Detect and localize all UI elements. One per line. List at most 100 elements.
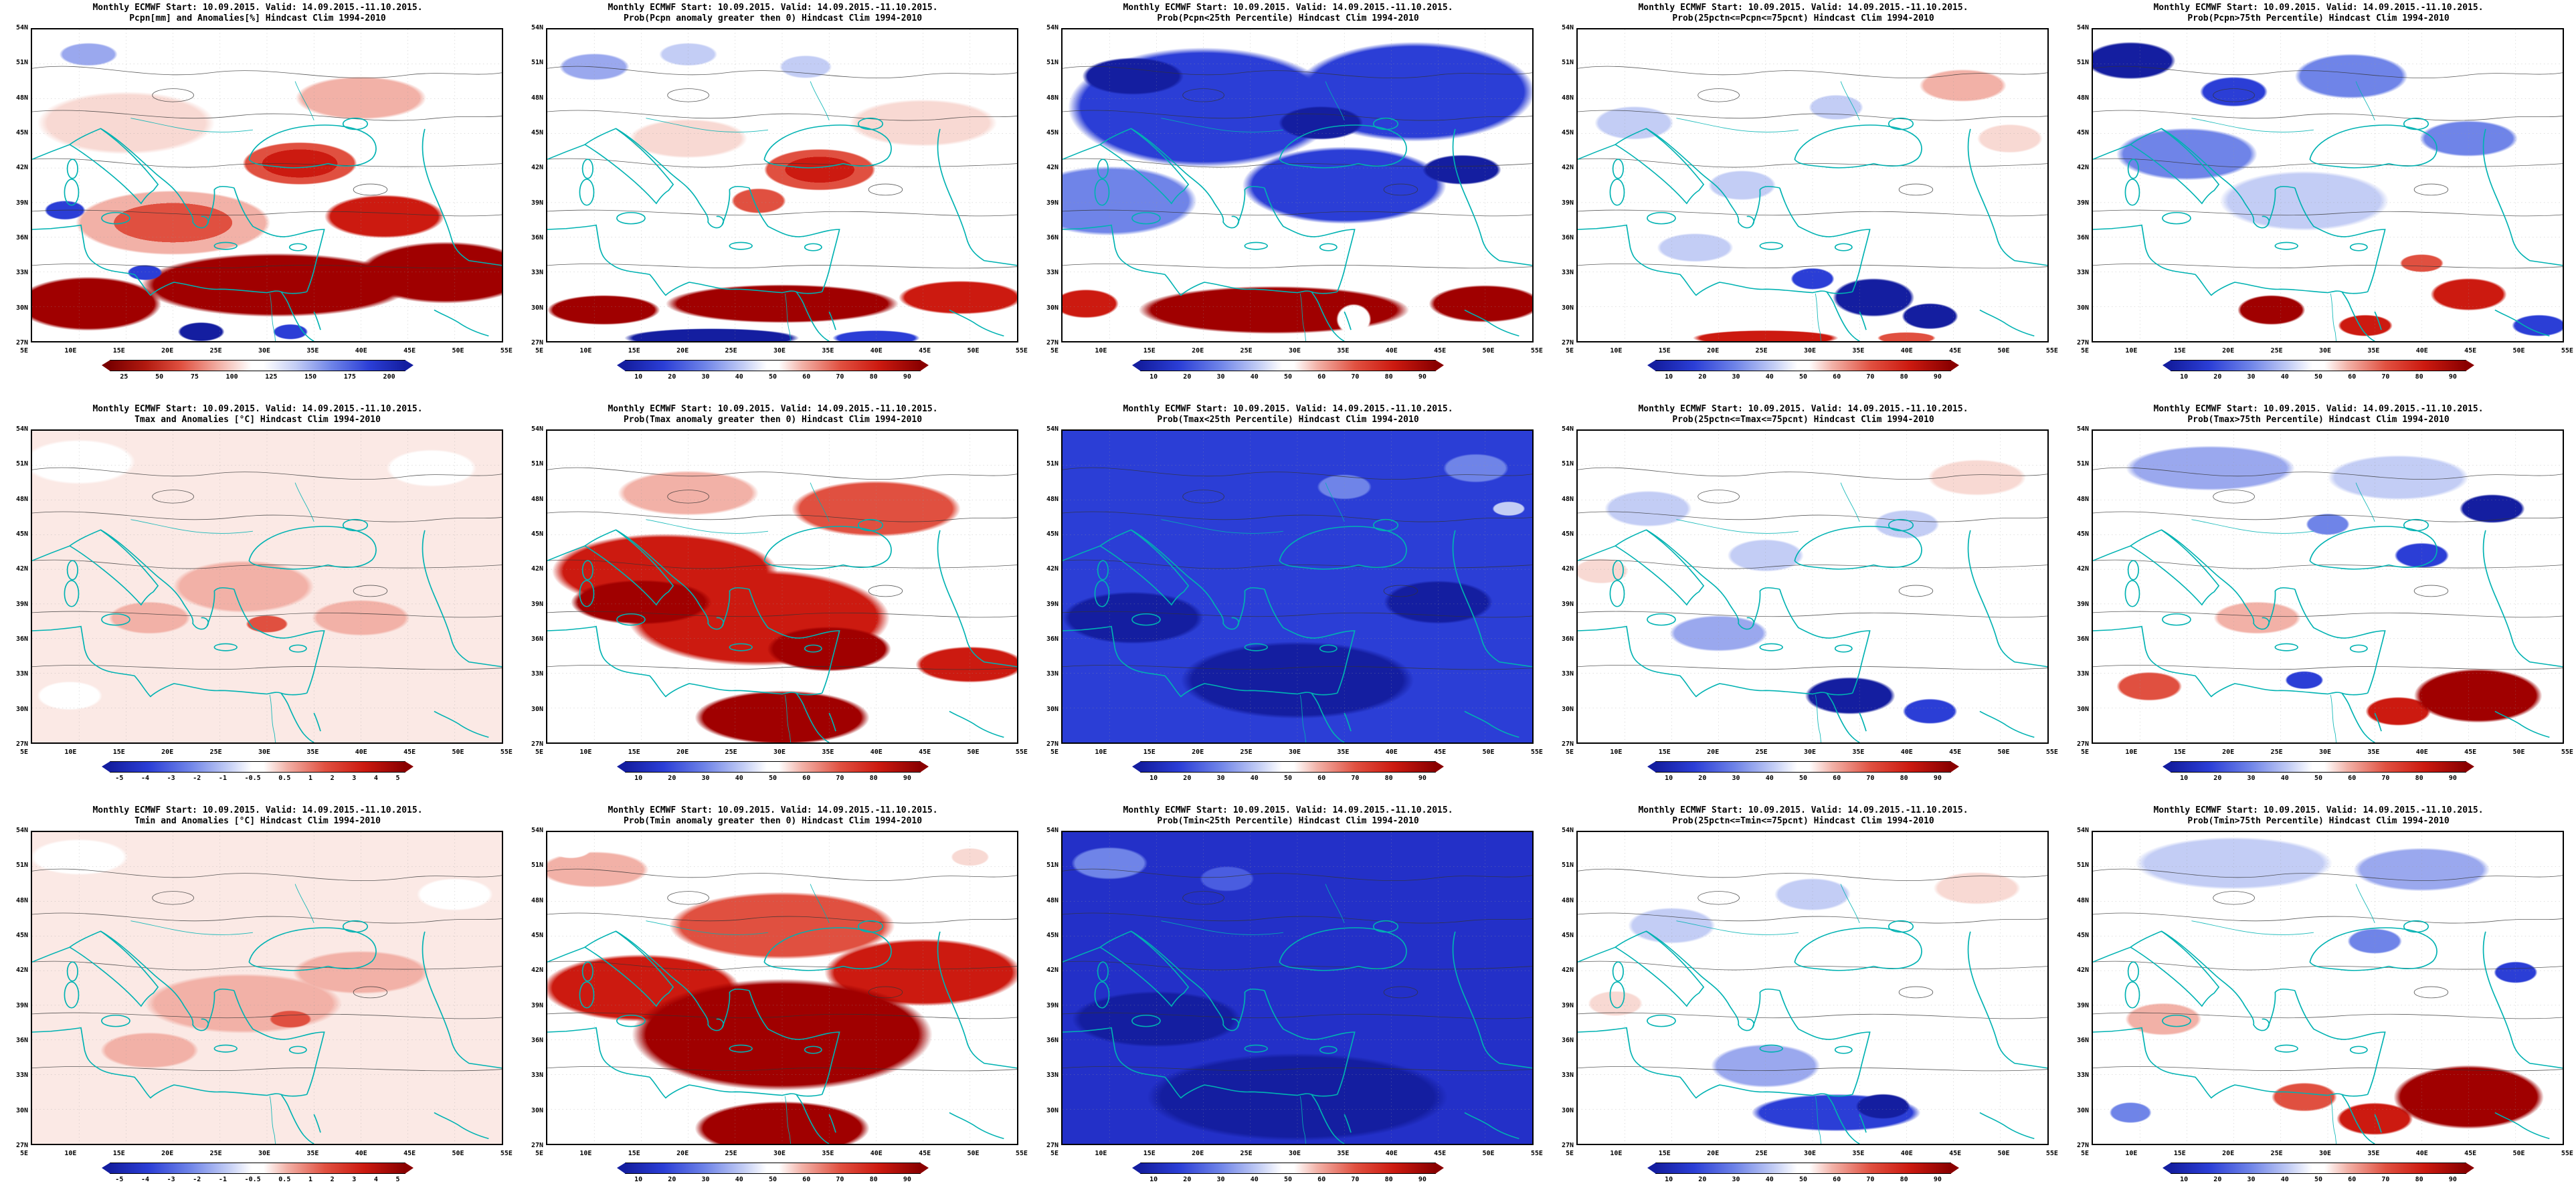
lon-label: 50E	[1997, 748, 2010, 756]
colorbar-gradient	[1132, 1163, 1444, 1174]
lon-label: 50E	[452, 1150, 464, 1157]
lon-label: 55E	[1530, 347, 1543, 355]
lon-label: 25E	[209, 347, 222, 355]
colorbar-gradient	[2163, 761, 2474, 773]
map-area[interactable]	[2092, 429, 2564, 744]
lat-label: 30N	[1561, 1106, 1574, 1114]
coastlines-overlay	[547, 832, 1017, 1144]
lon-label: 30E	[2318, 1150, 2331, 1157]
map-area[interactable]	[1576, 28, 2049, 342]
map-area[interactable]	[546, 28, 1018, 342]
lat-label: 39N	[1561, 1001, 1574, 1009]
graticule	[32, 832, 502, 1144]
map-area[interactable]	[2092, 831, 2564, 1145]
colorbar-tick: 30	[2247, 373, 2256, 381]
lat-label: 36N	[2076, 233, 2089, 241]
lat-label: 27N	[1046, 740, 1059, 748]
lat-label: 42N	[15, 565, 28, 573]
colorbar-tick: 50	[2314, 775, 2322, 782]
river-paths	[646, 884, 830, 1144]
lat-label: 33N	[15, 269, 28, 277]
map-area[interactable]	[1061, 831, 1534, 1145]
panel-title-line1: Monthly ECMWF Start: 10.09.2015. Valid: …	[608, 3, 938, 13]
lon-label: 10E	[64, 347, 77, 355]
lon-label: 40E	[1900, 748, 1913, 756]
latitude-axis: 54N 51N 48N 45N 42N 39N 36N 33N 30N 27N	[1, 827, 31, 1149]
colorbar-tick: 30	[2247, 775, 2256, 782]
map-area[interactable]	[1576, 831, 2049, 1145]
colorbar-ticks: 10 20 30 40 50 60 70 80 90	[1137, 1176, 1439, 1183]
lon-label: 50E	[452, 748, 464, 756]
coastline-paths	[1063, 920, 1532, 1144]
colorbar-gradient	[1647, 360, 1959, 371]
lon-label: 50E	[1997, 1150, 2010, 1157]
colorbar-gradient	[2163, 360, 2474, 371]
lon-label: 55E	[2561, 1150, 2573, 1157]
map-area[interactable]	[31, 429, 503, 744]
lat-label: 33N	[531, 1072, 543, 1080]
forecast-panel-6: Monthly ECMWF Start: 10.09.2015. Valid: …	[515, 401, 1030, 803]
contour-lines	[32, 868, 502, 1072]
map-area[interactable]	[31, 28, 503, 342]
colorbar-tick: 90	[1418, 373, 1427, 381]
contour-lines	[2093, 66, 2563, 269]
colorbar-tick: 40	[735, 1176, 743, 1183]
panel-title-line2: Tmin and Anomalies [°C] Hindcast Clim 19…	[134, 816, 381, 826]
lat-label: 33N	[1046, 670, 1059, 678]
coastline-paths	[1578, 920, 2047, 1144]
map-area[interactable]	[546, 831, 1018, 1145]
panel-title-line1: Monthly ECMWF Start: 10.09.2015. Valid: …	[92, 404, 423, 414]
lat-label: 45N	[1046, 931, 1059, 939]
colorbar-tick: 50	[1283, 775, 1292, 782]
map-area[interactable]	[1061, 429, 1534, 744]
longitude-axis: 5E 10E 15E 20E 25E 30E 35E 40E 45E 50E 55E	[535, 1150, 1028, 1159]
lon-label: 20E	[2222, 347, 2235, 355]
colorbar-tick: 30	[1732, 1176, 1740, 1183]
map-area[interactable]	[1576, 429, 2049, 744]
map-area[interactable]	[1061, 28, 1534, 342]
panel-title-line2: Prob(25pctn<=Tmin<=75pcnt) Hindcast Clim…	[1672, 816, 1934, 826]
lat-label: 45N	[531, 931, 543, 939]
lat-label: 54N	[1561, 827, 1574, 834]
map-area[interactable]	[2092, 28, 2564, 342]
lat-label: 33N	[15, 1072, 28, 1080]
lat-label: 54N	[1046, 24, 1059, 31]
lon-label: 20E	[1707, 748, 1720, 756]
lon-label: 40E	[2415, 347, 2428, 355]
colorbar: -5 -4 -3 -2 -1 -0.5 0.5 1 2 3 4 5	[0, 761, 515, 793]
colorbar-tick: 80	[2415, 775, 2423, 782]
lat-label: 39N	[15, 199, 28, 207]
lon-label: 40E	[2415, 1150, 2428, 1157]
lat-label: 36N	[15, 1036, 28, 1044]
lon-label: 50E	[1997, 347, 2010, 355]
longitude-axis: 5E 10E 15E 20E 25E 30E 35E 40E 45E 50E 55E	[1566, 347, 2058, 356]
lon-label: 25E	[2270, 748, 2283, 756]
graticule	[1063, 832, 1532, 1144]
lon-label: 10E	[579, 1150, 592, 1157]
map-area[interactable]	[546, 429, 1018, 744]
colorbar-tick: 90	[2448, 1176, 2457, 1183]
lon-label: 40E	[1385, 748, 1398, 756]
lon-label: 45E	[403, 347, 416, 355]
colorbar-gradient	[1647, 761, 1959, 773]
lat-label: 33N	[2076, 670, 2089, 678]
lat-label: 33N	[1561, 269, 1574, 277]
colorbar-tick: 60	[802, 373, 811, 381]
coastlines-overlay	[1578, 29, 2047, 341]
lat-label: 30N	[1561, 705, 1574, 713]
coastlines-overlay	[32, 431, 502, 742]
colorbar: 10 20 30 40 50 60 70 80 90	[515, 1163, 1030, 1195]
lon-label: 20E	[2222, 1150, 2235, 1157]
longitude-axis: 5E 10E 15E 20E 25E 30E 35E 40E 45E 50E 55E	[535, 347, 1028, 356]
lat-label: 36N	[531, 1036, 543, 1044]
lat-label: 48N	[1046, 495, 1059, 503]
lat-label: 51N	[1561, 460, 1574, 468]
colorbar-tick: 40	[1250, 373, 1259, 381]
lon-label: 35E	[822, 347, 834, 355]
latitude-axis: 54N 51N 48N 45N 42N 39N 36N 33N 30N 27N	[2062, 827, 2092, 1149]
coastline-paths	[2093, 920, 2563, 1144]
colorbar-tick: 80	[1384, 373, 1393, 381]
contour-lines	[1578, 66, 2047, 269]
colorbar-tick: 80	[869, 775, 878, 782]
map-area[interactable]	[31, 831, 503, 1145]
